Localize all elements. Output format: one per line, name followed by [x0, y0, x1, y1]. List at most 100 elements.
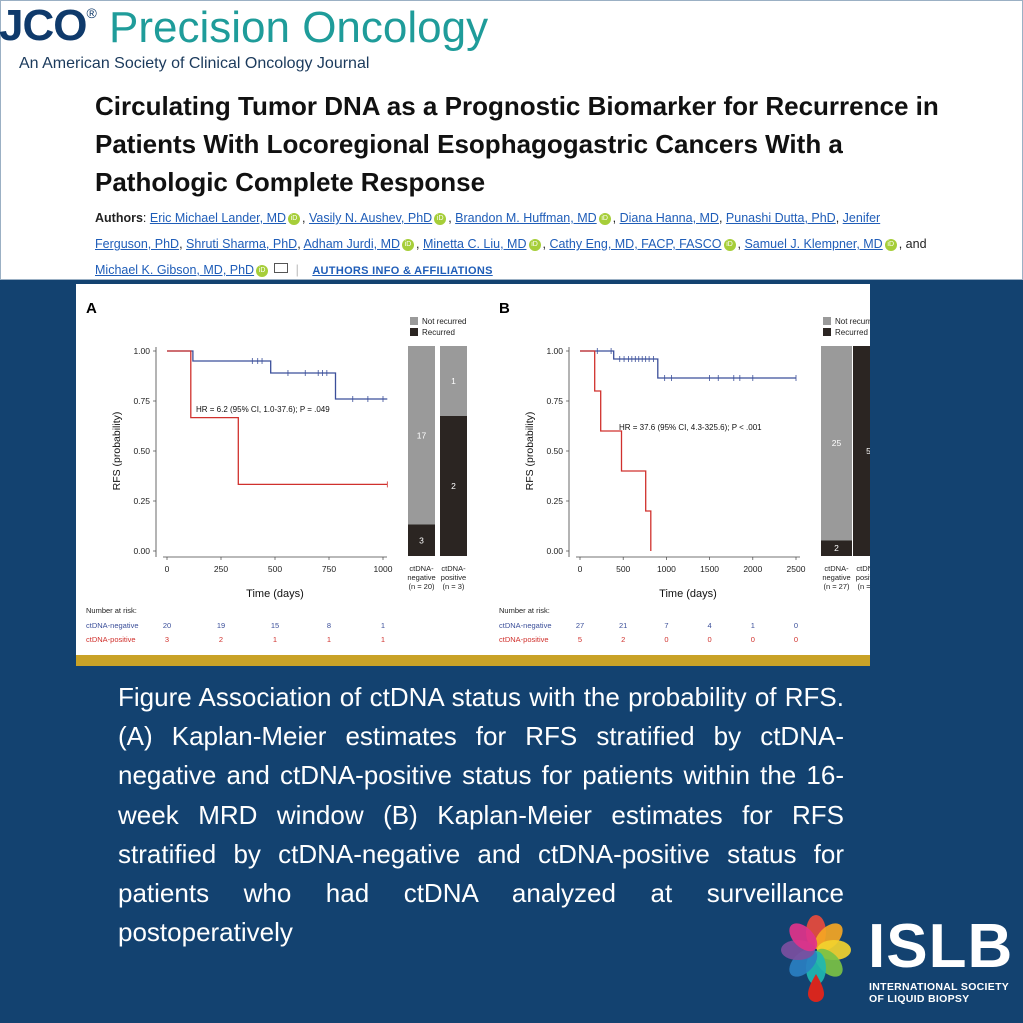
bar-not-recurred: [408, 346, 435, 525]
legend-label: Not recurred: [835, 317, 870, 326]
orcid-icon[interactable]: iD: [288, 213, 301, 225]
author-link[interactable]: Minetta C. Liu, MD: [422, 237, 527, 251]
hr-annotation: HR = 37.6 (95% CI, 4.3-325.6); P < .001: [619, 423, 762, 432]
y-tick-label: 0.50: [546, 446, 563, 456]
legend-label: Recurred: [835, 328, 868, 337]
author-link[interactable]: Samuel J. Klempner, MD: [744, 237, 883, 251]
risk-value: 2: [621, 635, 625, 644]
risk-value: 1: [327, 635, 331, 644]
affiliations-link[interactable]: AUTHORS INFO & AFFILIATIONS: [312, 265, 493, 277]
islb-logo-icon: [781, 915, 851, 1002]
bar-group-label: negative: [407, 573, 435, 582]
journal-brand[interactable]: JCO®: [0, 1, 97, 50]
x-tick-label: 250: [214, 564, 228, 574]
author-link[interactable]: Eric Michael Lander, MD: [149, 211, 287, 225]
bar-group-label: (n = 27): [823, 582, 850, 591]
x-tick-label: 2500: [787, 564, 806, 574]
orcid-icon[interactable]: iD: [884, 239, 897, 251]
risk-value: 0: [751, 635, 755, 644]
x-tick-label: 500: [616, 564, 630, 574]
x-tick-label: 2000: [743, 564, 762, 574]
orcid-icon[interactable]: iD: [256, 265, 269, 277]
risk-value: 1: [273, 635, 277, 644]
y-tick-label: 0.50: [133, 446, 150, 456]
logo-petal: [789, 923, 818, 952]
risk-value: 7: [664, 621, 668, 630]
km-curve-ctDNA-negative: [580, 350, 796, 379]
risk-value: 1: [751, 621, 755, 630]
panel-letter: B: [499, 300, 510, 317]
orcid-icon[interactable]: iD: [528, 239, 541, 251]
bar-group-label: negative: [822, 573, 850, 582]
author-link[interactable]: Shruti Sharma, PhD: [186, 237, 298, 251]
legend-swatch: [823, 328, 831, 336]
km-curve-ctDNA-negative: [167, 350, 388, 400]
bar-group-label: positive: [856, 573, 870, 582]
risk-table-title: Number at risk:: [86, 606, 137, 615]
author-link[interactable]: Jenifer Ferguson, PhD: [95, 211, 881, 251]
km-curve-ctDNA-positive: [580, 350, 652, 551]
y-axis-label: RFS (probability): [524, 412, 536, 491]
y-tick-label: 0.75: [133, 396, 150, 406]
x-tick-label: 1500: [700, 564, 719, 574]
bar-not-recurred: [821, 346, 852, 541]
figure-caption: Figure Association of ctDNA status with …: [118, 682, 844, 948]
author-link[interactable]: Cathy Eng, MD, FACP, FASCO: [549, 237, 722, 251]
logo-drop: [808, 974, 824, 1002]
figure-panel: A 0.00 0.25 0.50 0.75 1.00 RFS (probability) 0 2…: [76, 284, 884, 666]
risk-value: 21: [619, 621, 627, 630]
risk-value: 3: [165, 635, 169, 644]
risk-value: 1: [381, 621, 385, 630]
authors-label: Authors: [95, 211, 143, 225]
author-link[interactable]: Adham Jurdi, MD: [303, 237, 401, 251]
author-link[interactable]: Brandon M. Huffman, MD: [455, 211, 597, 225]
bar-value-label: 17: [417, 430, 427, 440]
orcid-icon[interactable]: iD: [598, 213, 611, 225]
bar-group-label: ctDNA-: [409, 564, 434, 573]
legend-swatch: [410, 328, 418, 336]
orcid-icon[interactable]: iD: [723, 239, 736, 251]
orcid-icon[interactable]: iD: [402, 239, 415, 251]
risk-value: 8: [327, 621, 331, 630]
y-tick-label: 0.00: [133, 546, 150, 556]
risk-table-title: Number at risk:: [499, 606, 550, 615]
bar-group-label: (n = 20): [408, 582, 435, 591]
author-link[interactable]: Punashi Dutta, PhD: [725, 211, 836, 225]
orcid-icon[interactable]: iD: [434, 213, 447, 225]
risk-row-label: ctDNA-positive: [499, 635, 549, 644]
risk-row-label: ctDNA-negative: [86, 621, 139, 630]
km-panel-A: A 0.00 0.25 0.50 0.75 1.00 RFS (probability) 0 2…: [86, 300, 467, 644]
author-link[interactable]: Vasily N. Aushev, PhD: [309, 211, 433, 225]
islb-wordmark: ISLB: [868, 912, 1014, 981]
islb-subtitle-line: OF LIQUID BIOPSY: [869, 993, 970, 1005]
risk-value: 1: [381, 635, 385, 644]
risk-value: 2: [219, 635, 223, 644]
bar-value-label: 1: [451, 376, 456, 386]
bar-group-label: ctDNA-: [441, 564, 466, 573]
risk-value: 5: [578, 635, 582, 644]
bar-group-label: positive: [441, 573, 466, 582]
mail-icon[interactable]: [274, 263, 289, 273]
y-tick-label: 0.25: [546, 496, 563, 506]
author-link[interactable]: Michael K. Gibson, MD, PhD: [95, 263, 255, 277]
bar-value-label: 3: [419, 535, 424, 545]
article-header: JCO® Precision Oncology An American Soci…: [0, 0, 1023, 280]
x-tick-label: 500: [268, 564, 282, 574]
bar-group-label: (n = 3): [443, 582, 465, 591]
y-tick-label: 0.25: [133, 496, 150, 506]
journal-name[interactable]: Precision Oncology: [109, 3, 489, 52]
journal-subtitle: An American Society of Clinical Oncology…: [19, 55, 370, 72]
author-link[interactable]: Diana Hanna, MD: [619, 211, 719, 225]
x-axis-label: Time (days): [659, 588, 717, 600]
x-axis-label: Time (days): [246, 588, 304, 600]
legend-label: Recurred: [422, 328, 455, 337]
x-tick-label: 1000: [374, 564, 393, 574]
y-tick-label: 0.75: [546, 396, 563, 406]
islb-subtitle: INTERNATIONAL SOCIETY OF LIQUID BIOPSY: [869, 981, 1009, 1005]
km-curve-ctDNA-positive: [167, 350, 388, 486]
risk-value: 4: [708, 621, 712, 630]
bar-group-label: ctDNA-: [824, 564, 849, 573]
bar-not-recurred: [440, 346, 467, 416]
legend-swatch: [410, 317, 418, 325]
risk-value: 20: [163, 621, 171, 630]
